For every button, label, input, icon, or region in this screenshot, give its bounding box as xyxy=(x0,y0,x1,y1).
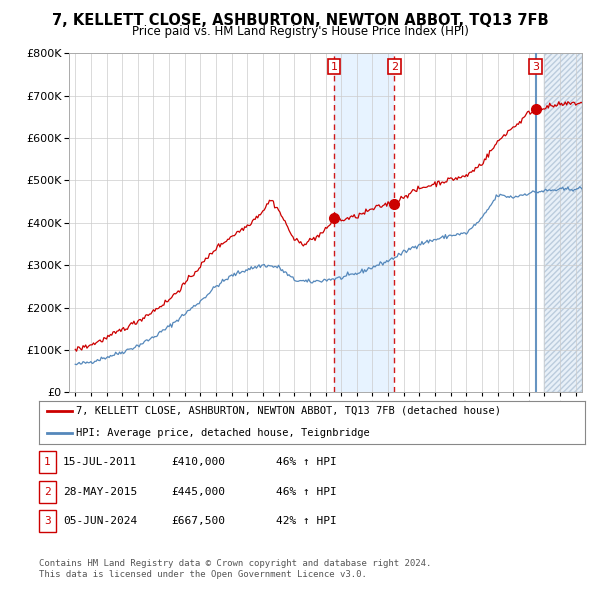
Text: Contains HM Land Registry data © Crown copyright and database right 2024.: Contains HM Land Registry data © Crown c… xyxy=(39,559,431,568)
Text: 42% ↑ HPI: 42% ↑ HPI xyxy=(276,516,337,526)
Text: Price paid vs. HM Land Registry's House Price Index (HPI): Price paid vs. HM Land Registry's House … xyxy=(131,25,469,38)
Text: 15-JUL-2011: 15-JUL-2011 xyxy=(63,457,137,467)
Text: 7, KELLETT CLOSE, ASHBURTON, NEWTON ABBOT, TQ13 7FB: 7, KELLETT CLOSE, ASHBURTON, NEWTON ABBO… xyxy=(52,13,548,28)
Text: £667,500: £667,500 xyxy=(171,516,225,526)
Text: 2: 2 xyxy=(391,61,398,71)
Text: 2: 2 xyxy=(44,487,51,497)
Text: 1: 1 xyxy=(331,61,337,71)
Text: £445,000: £445,000 xyxy=(171,487,225,497)
Text: 28-MAY-2015: 28-MAY-2015 xyxy=(63,487,137,497)
Text: 1: 1 xyxy=(44,457,51,467)
Text: 46% ↑ HPI: 46% ↑ HPI xyxy=(276,487,337,497)
Text: 3: 3 xyxy=(44,516,51,526)
Text: HPI: Average price, detached house, Teignbridge: HPI: Average price, detached house, Teig… xyxy=(76,428,370,438)
Text: 46% ↑ HPI: 46% ↑ HPI xyxy=(276,457,337,467)
Text: This data is licensed under the Open Government Licence v3.0.: This data is licensed under the Open Gov… xyxy=(39,571,367,579)
Text: 3: 3 xyxy=(532,61,539,71)
Text: £410,000: £410,000 xyxy=(171,457,225,467)
Text: 7, KELLETT CLOSE, ASHBURTON, NEWTON ABBOT, TQ13 7FB (detached house): 7, KELLETT CLOSE, ASHBURTON, NEWTON ABBO… xyxy=(76,405,501,415)
Text: 05-JUN-2024: 05-JUN-2024 xyxy=(63,516,137,526)
Bar xyxy=(334,53,394,392)
